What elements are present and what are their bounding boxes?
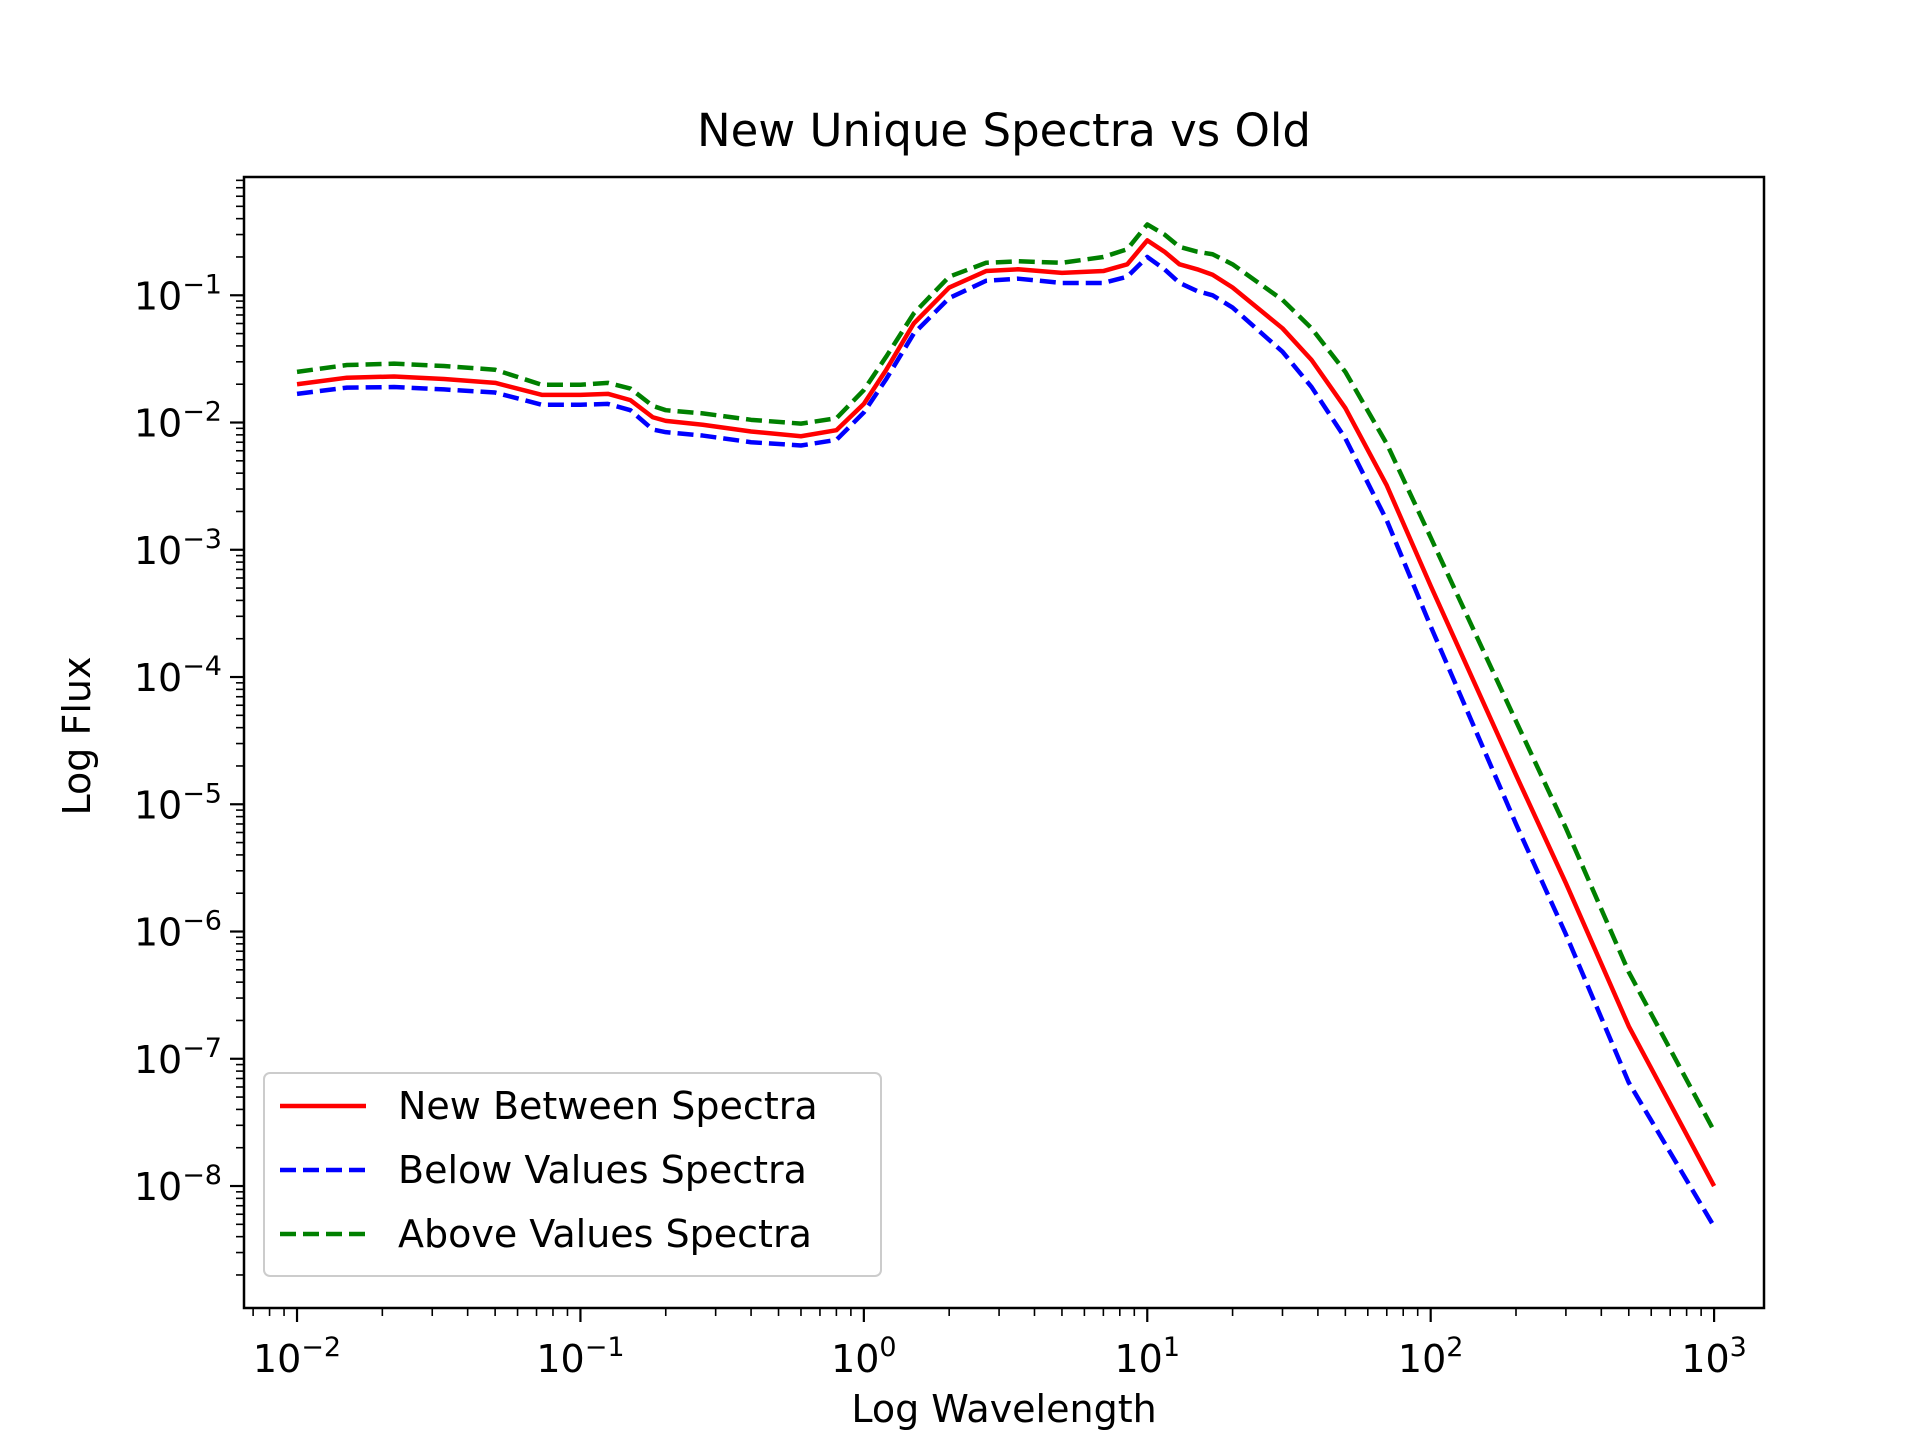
y-tick-label: 10−1 [134,269,222,318]
y-tick-label: 10−5 [134,778,222,827]
x-tick-label: 102 [1398,1332,1464,1381]
legend: New Between Spectra Below Values Spectra A… [263,1072,882,1277]
series-line-1 [296,238,1717,1188]
x-tick-label: 103 [1681,1332,1747,1381]
y-tick-label: 10−4 [134,651,222,700]
y-tick-label: 10−6 [134,906,222,955]
y-tick-label: 10−7 [134,1033,222,1082]
y-axis-label: Log Flux [55,657,99,816]
x-tick-label: 101 [1114,1332,1180,1381]
series-line-3 [296,222,1717,1133]
x-axis-label: Log Wavelength [851,1387,1156,1431]
x-tick-label: 10−1 [536,1332,624,1381]
legend-label-3: Above Values Spectra [398,1212,812,1256]
legend-label-1: New Between Spectra [398,1084,818,1128]
y-tick-label: 10−2 [134,397,222,446]
plot-frame [242,175,1766,1310]
legend-box [263,1072,882,1277]
chart-title: New Unique Spectra vs Old [697,104,1311,157]
plot-area: 10−2 10−1 100 101 102 103 10−8 10−7 10−6 10−5 10−4… [134,175,1766,1381]
x-tick-label: 10−2 [253,1332,341,1381]
y-tick-label: 10−3 [134,524,222,573]
x-tick-label: 100 [831,1332,897,1381]
legend-label-2: Below Values Spectra [398,1148,807,1192]
series-line-2 [296,254,1717,1228]
y-tick-label: 10−8 [134,1160,222,1209]
